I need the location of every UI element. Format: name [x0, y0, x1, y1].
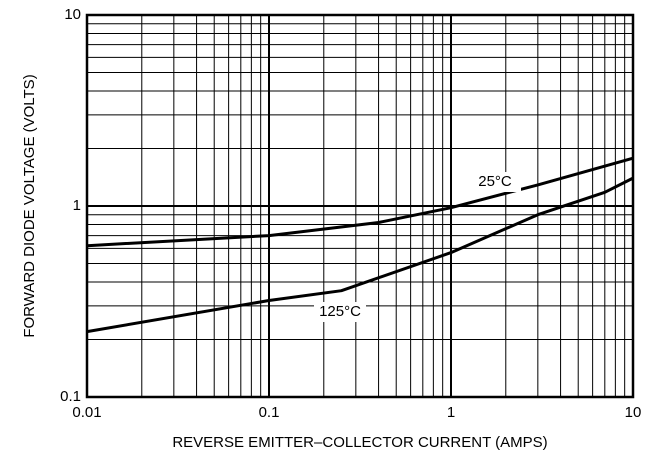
x-tick-label: 10 [625, 404, 642, 421]
x-tick-label: 0.01 [72, 404, 101, 421]
label-background [469, 172, 521, 192]
y-tick-label: 10 [64, 6, 81, 23]
y-tick-label: 1 [73, 197, 81, 214]
x-axis-label: REVERSE EMITTER–COLLECTOR CURRENT (AMPS) [172, 434, 547, 451]
x-tick-label: 1 [447, 404, 455, 421]
y-axis-label: FORWARD DIODE VOLTAGE (VOLTS) [21, 74, 38, 337]
series-label: 25°C [478, 173, 512, 190]
plot-frame [85, 13, 635, 399]
line [86, 156, 634, 248]
line [86, 176, 634, 334]
series-label: 125°C [319, 303, 361, 320]
y-tick-label: 0.1 [60, 388, 81, 405]
label-background [314, 302, 366, 322]
x-tick-label: 0.1 [259, 404, 280, 421]
